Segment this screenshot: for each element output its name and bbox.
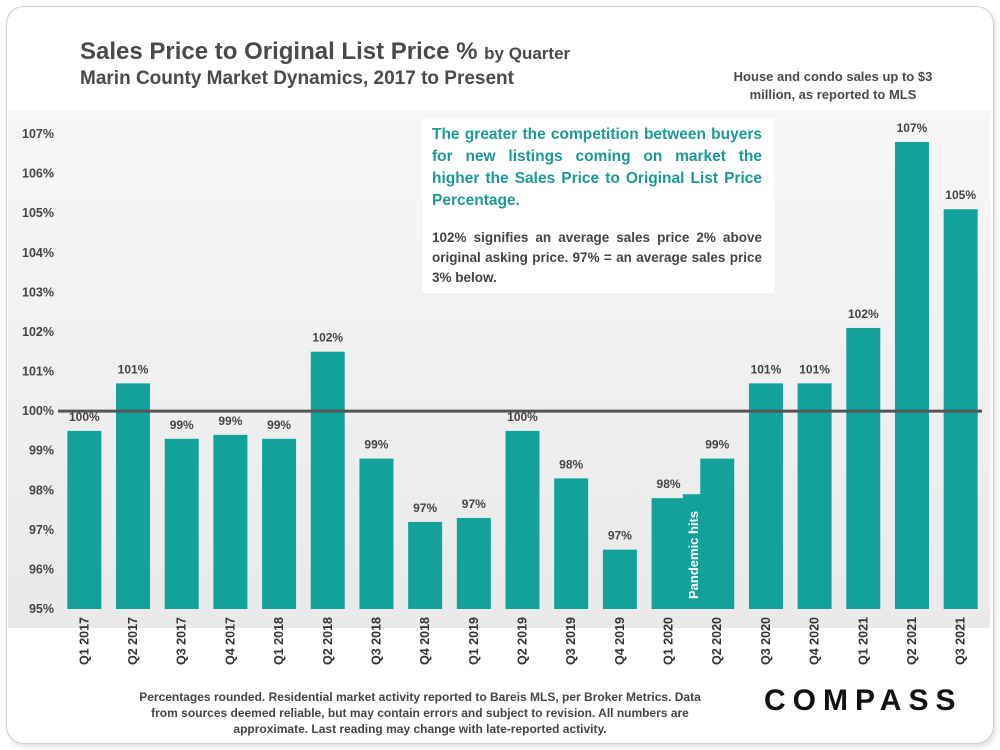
data-label: 102% (312, 331, 343, 345)
bar (116, 383, 151, 609)
x-tick-label: Q1 2020 (662, 617, 676, 665)
x-tick-label: Q1 2017 (77, 617, 91, 665)
y-tick-label: 95% (29, 602, 54, 616)
x-tick-label: Q2 2021 (905, 617, 919, 665)
bar (262, 438, 297, 609)
bar (797, 383, 832, 609)
x-tick-label: Q1 2018 (272, 617, 286, 665)
data-label: 102% (848, 307, 879, 321)
bar (554, 478, 589, 609)
bar (748, 383, 783, 609)
scope-note: House and condo sales up to $3 million, … (733, 69, 933, 102)
callout-sub-text: 102% signifies an average sales price 2%… (432, 230, 762, 285)
bar (700, 458, 735, 609)
pandemic-annotation-label: Pandemic hits (686, 511, 701, 599)
data-label: 97% (462, 497, 486, 511)
y-tick-label: 102% (22, 325, 54, 339)
x-tick-label: Q2 2017 (126, 617, 140, 665)
chart-title: Sales Price to Original List Price % by … (80, 38, 570, 66)
x-tick-label: Q3 2018 (369, 617, 383, 665)
bar (213, 434, 248, 609)
x-tick-label: Q1 2021 (856, 617, 870, 665)
y-tick-label: 104% (22, 246, 54, 260)
bar (359, 458, 394, 609)
x-tick-label: Q4 2018 (418, 617, 432, 665)
x-tick-label: Q4 2019 (613, 617, 627, 665)
bar (651, 498, 686, 609)
x-tick-label: Q4 2020 (808, 617, 822, 665)
data-label: 98% (559, 457, 583, 471)
pandemic-annotation-bar (682, 494, 703, 609)
data-label: 99% (170, 418, 194, 432)
bar (310, 351, 345, 609)
data-label: 101% (751, 362, 782, 376)
bar (456, 517, 491, 609)
callout-box: The greater the competition between buye… (422, 118, 774, 293)
data-label: 99% (705, 438, 729, 452)
bar (67, 430, 102, 609)
y-tick-label: 107% (22, 127, 54, 141)
data-label: 99% (267, 418, 291, 432)
x-tick-label: Q3 2020 (759, 617, 773, 665)
chart-subtitle: Marin County Market Dynamics, 2017 to Pr… (80, 68, 514, 89)
bar (408, 521, 443, 609)
bar (943, 209, 978, 610)
y-tick-label: 97% (29, 523, 54, 537)
data-label: 107% (897, 121, 928, 135)
bar (505, 430, 540, 609)
chart-title-main: Sales Price to Original List Price % (80, 38, 478, 65)
x-tick-label: Q2 2019 (516, 617, 530, 665)
data-label: 99% (218, 414, 242, 428)
data-label: 97% (413, 501, 437, 515)
bar (846, 327, 881, 609)
data-label: 101% (799, 362, 830, 376)
y-tick-label: 96% (29, 562, 54, 576)
y-tick-label: 99% (29, 444, 54, 458)
data-label: 99% (364, 438, 388, 452)
data-label: 100% (507, 410, 538, 424)
y-tick-label: 100% (22, 404, 54, 418)
compass-logo: COMPASS (764, 684, 963, 717)
bar (894, 141, 929, 609)
y-tick-label: 106% (22, 167, 54, 181)
y-tick-label: 101% (22, 365, 54, 379)
x-tick-label: Q3 2019 (564, 617, 578, 665)
footer-disclaimer: Percentages rounded. Residential market … (139, 690, 701, 736)
data-label: 98% (657, 477, 681, 491)
data-label: 101% (118, 362, 149, 376)
bar (164, 438, 199, 609)
x-tick-label: Q2 2020 (710, 617, 724, 665)
x-tick-label: Q3 2017 (175, 617, 189, 665)
y-tick-label: 103% (22, 285, 54, 299)
chart-title-suffix: by Quarter (484, 44, 571, 63)
callout-main-text: The greater the competition between buye… (432, 126, 762, 209)
bar (602, 549, 637, 609)
data-label: 97% (608, 529, 632, 543)
x-tick-label: Q4 2017 (223, 617, 237, 665)
data-label: 105% (945, 188, 976, 202)
x-tick-label: Q3 2021 (954, 617, 968, 665)
x-tick-label: Q1 2019 (467, 617, 481, 665)
x-tick-label: Q2 2018 (321, 617, 335, 665)
y-tick-label: 105% (22, 206, 54, 220)
y-tick-label: 98% (29, 483, 54, 497)
data-label: 100% (69, 410, 100, 424)
